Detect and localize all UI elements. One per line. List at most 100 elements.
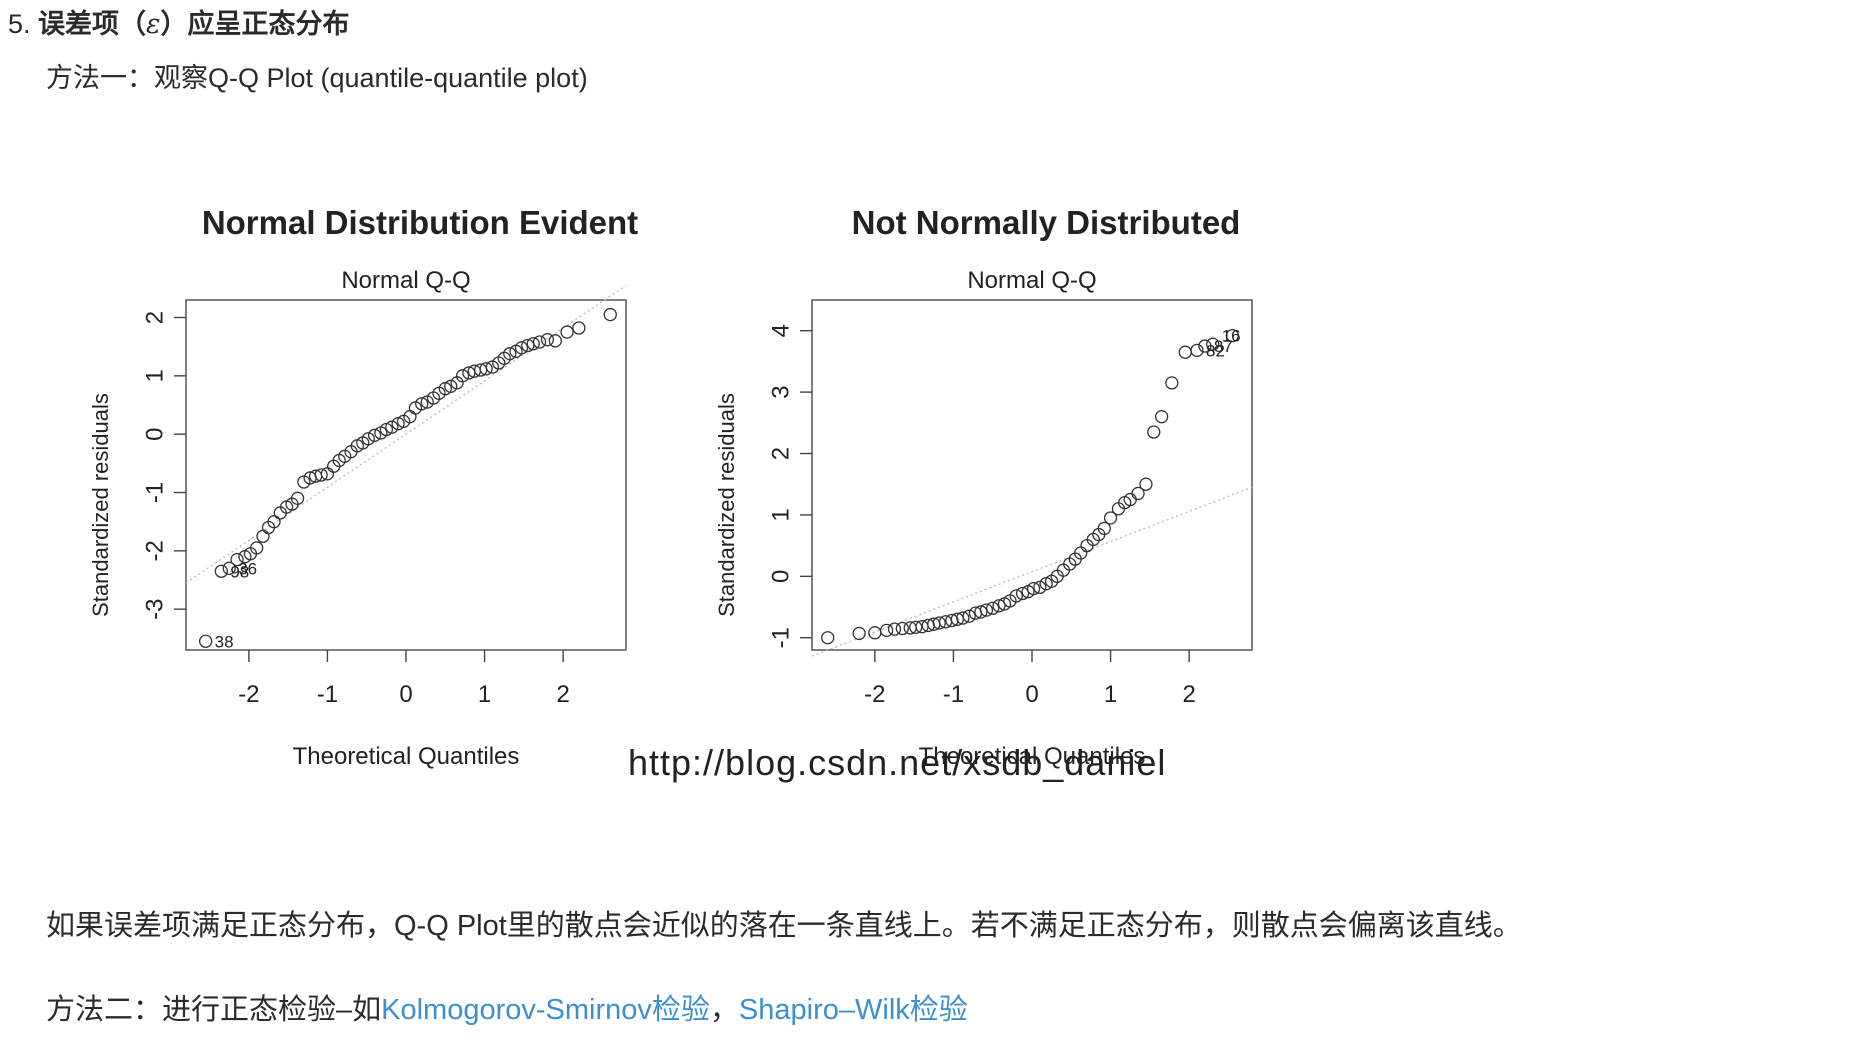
point-annotation: 87 <box>1214 337 1233 356</box>
data-point <box>1103 511 1118 525</box>
chart-subtitle: Normal Q-Q <box>341 267 470 294</box>
data-point <box>1178 345 1192 359</box>
data-point <box>250 541 264 555</box>
kolmogorov-smirnov-link[interactable]: Kolmogorov-Smirnov检验 <box>381 994 710 1026</box>
data-point <box>526 337 540 351</box>
data-point <box>514 341 529 355</box>
y-axis-label: Standardized residuals <box>714 393 739 617</box>
x-tick-label: -2 <box>864 681 885 708</box>
data-point <box>852 626 866 641</box>
y-tick-label: 2 <box>767 447 794 460</box>
point-annotation: 98 <box>230 562 249 581</box>
chart-title: Normal Distribution Evident <box>202 204 638 241</box>
shapiro-wilk-link[interactable]: Shapiro–Wilk检验 <box>738 994 968 1026</box>
y-axis-label: Standardized residuals <box>88 393 113 617</box>
data-point <box>230 552 244 567</box>
plot-frame <box>811 299 1253 651</box>
data-point <box>992 599 1006 613</box>
data-point <box>1009 589 1023 603</box>
data-point <box>887 622 902 636</box>
data-point <box>932 616 946 630</box>
x-tick-label: 2 <box>1182 681 1195 708</box>
y-tick-label: 0 <box>767 570 794 583</box>
reference-line <box>185 284 627 584</box>
data-point <box>868 626 882 640</box>
data-point <box>1097 521 1111 536</box>
data-point <box>548 334 562 348</box>
link-separator: ， <box>709 994 739 1026</box>
data-point <box>1206 337 1220 351</box>
data-point <box>572 321 586 335</box>
reference-line <box>811 486 1253 657</box>
x-tick-label: 1 <box>1104 681 1117 708</box>
x-tick-label: -1 <box>317 681 338 708</box>
data-point <box>521 338 535 353</box>
x-tick-label: -1 <box>943 681 964 708</box>
data-point <box>603 307 617 322</box>
section-number: 5. <box>8 9 31 39</box>
data-point <box>560 325 574 339</box>
data-point <box>455 369 470 383</box>
chart-subtitle: Normal Q-Q <box>967 267 1096 294</box>
y-tick-label: 1 <box>141 369 168 382</box>
qq-plot-panel-2: Not Normally Distributed Normal Q-Q -2 -1 0 1… <box>714 204 1253 770</box>
data-point <box>1154 410 1169 424</box>
method-one-text: 方法一：观察Q-Q Plot (quantile-quantile plot) <box>46 63 588 93</box>
x-tick-label: 1 <box>478 681 491 708</box>
y-tick-label: -1 <box>141 482 168 503</box>
y-tick-label: 2 <box>141 311 168 324</box>
data-point <box>479 362 493 376</box>
x-axis-label: Theoretical Quantiles <box>919 743 1146 770</box>
data-point <box>444 379 458 393</box>
data-point <box>956 611 970 625</box>
data-point <box>532 335 547 349</box>
data-point <box>909 620 923 634</box>
y-tick-label: -2 <box>141 540 168 561</box>
data-point <box>1139 477 1153 491</box>
data-point <box>1165 376 1179 390</box>
data-point <box>1033 580 1047 595</box>
data-point <box>267 515 281 529</box>
x-tick-label: -2 <box>238 681 259 708</box>
x-tick-label: 0 <box>1025 681 1038 708</box>
data-point <box>979 603 994 617</box>
qq-plot-svg: Normal Distribution Evident Normal Q-Q -2 -… <box>88 204 1253 783</box>
explanation-paragraph: 如果误差项满足正态分布，Q-Q Plot里的散点会近似的落在一条直线上。若不满足… <box>46 910 1522 942</box>
section-title-start: 误差项（ <box>38 9 147 39</box>
plot-frame <box>185 299 627 651</box>
y-tick-label: -3 <box>141 598 168 619</box>
watermark-text: http://blog.csdn.net/xsdb_daniel <box>628 742 1166 783</box>
data-point <box>1147 425 1161 439</box>
data-point <box>821 631 835 645</box>
y-tick-label: -1 <box>767 627 794 648</box>
data-point <box>1026 581 1041 596</box>
point-annotation: 82 <box>1206 341 1225 360</box>
data-point <box>986 601 1000 615</box>
data-point <box>1190 343 1204 358</box>
data-point <box>1131 486 1145 501</box>
data-point <box>879 623 894 638</box>
x-tick-label: 0 <box>399 681 412 708</box>
data-point <box>503 347 517 361</box>
data-point <box>214 564 229 578</box>
data-point <box>1015 586 1030 601</box>
method-two-line: 方法二：进行正态检验–如Kolmogorov-Smirnov检验，Shapiro… <box>46 988 968 1032</box>
data-point <box>290 491 305 505</box>
data-point <box>415 397 429 411</box>
method-two-prefix: 方法二：进行正态检验–如 <box>46 994 382 1026</box>
data-point <box>256 529 270 543</box>
section-title-end: ）应呈正态分布 <box>160 9 350 39</box>
y-tick-label: 4 <box>767 324 794 337</box>
y-tick-label: 1 <box>767 508 794 521</box>
data-point <box>222 561 236 575</box>
x-axis-label: Theoretical Quantiles <box>293 743 520 770</box>
data-point <box>367 428 382 442</box>
data-point <box>1198 339 1212 353</box>
epsilon-symbol: ε <box>146 9 161 40</box>
y-tick-label: 3 <box>767 385 794 398</box>
data-point <box>198 634 213 648</box>
data-point <box>895 621 910 636</box>
section-heading: 5. 误差项（ε）应呈正态分布 <box>8 4 350 45</box>
point-annotation: 38 <box>215 632 234 651</box>
chart-title: Not Normally Distributed <box>852 204 1241 241</box>
